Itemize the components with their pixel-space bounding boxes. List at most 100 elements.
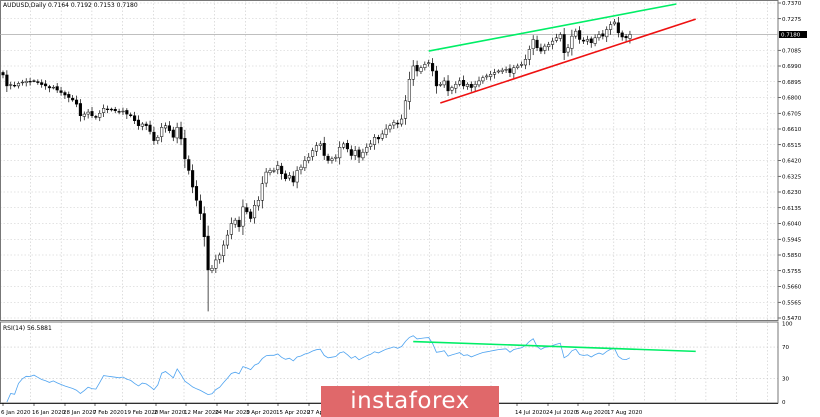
candle-bear [589, 38, 593, 44]
candle-bear [237, 219, 241, 228]
ohlc-values: 0.7164 0.7192 0.7153 0.7180 [47, 2, 138, 9]
candle-bear [620, 32, 624, 38]
candle-bear [47, 86, 51, 89]
candle-bull [516, 65, 520, 68]
candle-bull [160, 127, 164, 137]
candle-bear [144, 123, 148, 126]
candle-bull [547, 44, 551, 48]
candle-bull [156, 137, 160, 141]
candle-bull [570, 35, 574, 49]
candle-bull [272, 170, 276, 172]
candle-bull [299, 166, 303, 171]
price-tick-label: 0.6990 [782, 64, 802, 70]
candle-bear [32, 80, 36, 82]
price-tick-label: 0.5945 [782, 237, 802, 243]
price-tick-label: 0.5565 [782, 300, 802, 306]
candle-bull [438, 83, 442, 86]
candle-bull [558, 34, 562, 39]
candle-bear [167, 125, 171, 131]
candle-bear [187, 159, 191, 171]
candle-bear [396, 122, 400, 125]
candle-bull [531, 39, 535, 50]
candle-bull [276, 165, 280, 171]
candle-bull [365, 146, 369, 153]
candle-bear [152, 131, 156, 141]
rsi-header: RSI(14) 56.5881 [3, 325, 52, 332]
date-tick-label: 15 Apr 2020 [276, 410, 311, 416]
price-tick-label: 0.6230 [782, 190, 802, 196]
candle-bull [512, 67, 516, 74]
candle-bull [419, 67, 423, 72]
price-tick-label: 0.5660 [782, 285, 802, 291]
candle-bull [295, 170, 299, 183]
rsi-tick-label: 30 [782, 376, 789, 382]
candle-bull [411, 65, 415, 80]
candle-bull [225, 234, 230, 246]
rsi-tick-label: 100 [782, 322, 793, 328]
candle-bear [469, 83, 473, 88]
candle-bear [55, 86, 59, 91]
candle-bear [40, 82, 44, 85]
price-tick-label: 0.7370 [782, 1, 802, 7]
candle-bull [485, 75, 489, 78]
candle-bull [403, 100, 408, 119]
candle-bull [334, 156, 338, 159]
candle-bull [520, 64, 524, 66]
candle-bull [342, 143, 346, 148]
candle-bear [1, 72, 5, 76]
candle-bull [233, 219, 237, 225]
candle-bull [380, 133, 384, 139]
candle-bull [496, 70, 500, 73]
candle-bull [458, 80, 462, 85]
candle-bear [349, 149, 353, 156]
candle-bear [345, 143, 349, 150]
candle-bear [78, 103, 82, 116]
price-tick-label: 0.6420 [782, 159, 802, 165]
symbol-label: AUDUSD,Daily [3, 2, 47, 9]
candle-bull [303, 160, 307, 169]
candle-bull [605, 29, 609, 38]
candle-bull [140, 123, 144, 127]
price-tick-label: 0.5755 [782, 269, 802, 275]
candle-bull [163, 125, 168, 129]
current-price-label: 0.7180 [781, 33, 801, 39]
candle-bear [283, 173, 288, 179]
candle-bull [566, 47, 570, 53]
candle-bull [523, 59, 528, 66]
chart-header: AUDUSD,Daily 0.7164 0.7192 0.7153 0.7180 [3, 2, 138, 9]
candle-bear [136, 119, 140, 126]
candle-bull [384, 128, 388, 135]
candle-bull [82, 113, 86, 117]
candle-bull [423, 64, 427, 68]
candle-bear [202, 213, 206, 238]
candle-bear [113, 109, 117, 112]
candle-bull [388, 125, 392, 130]
candle-bull [175, 127, 179, 139]
candle-bear [179, 127, 183, 140]
candle-bear [63, 92, 67, 96]
candle-bull [102, 108, 106, 113]
candle-bear [616, 22, 620, 34]
candle-bull [369, 143, 373, 147]
candle-bear [90, 111, 94, 116]
candle-bull [361, 151, 365, 159]
candle-bear [326, 155, 330, 161]
candle-bull [442, 80, 446, 86]
resistance-trendline [428, 3, 677, 52]
candle-bull [392, 122, 396, 126]
candle-bull [20, 81, 24, 84]
instaforex-logo: instaforex [321, 386, 499, 417]
candle-bull [86, 111, 90, 115]
candle-bull [609, 24, 613, 30]
price-tick-label: 0.7085 [782, 48, 802, 54]
candle-bear [624, 36, 628, 39]
price-tick-label: 0.6610 [782, 127, 802, 133]
candle-bull [473, 83, 477, 88]
date-tick-label: 19 Feb 2020 [124, 410, 159, 416]
price-tick-label: 0.6135 [782, 206, 802, 212]
candle-bull [314, 145, 319, 152]
candle-bear [94, 116, 98, 118]
candle-bear [13, 84, 17, 87]
candle-bull [489, 74, 493, 77]
